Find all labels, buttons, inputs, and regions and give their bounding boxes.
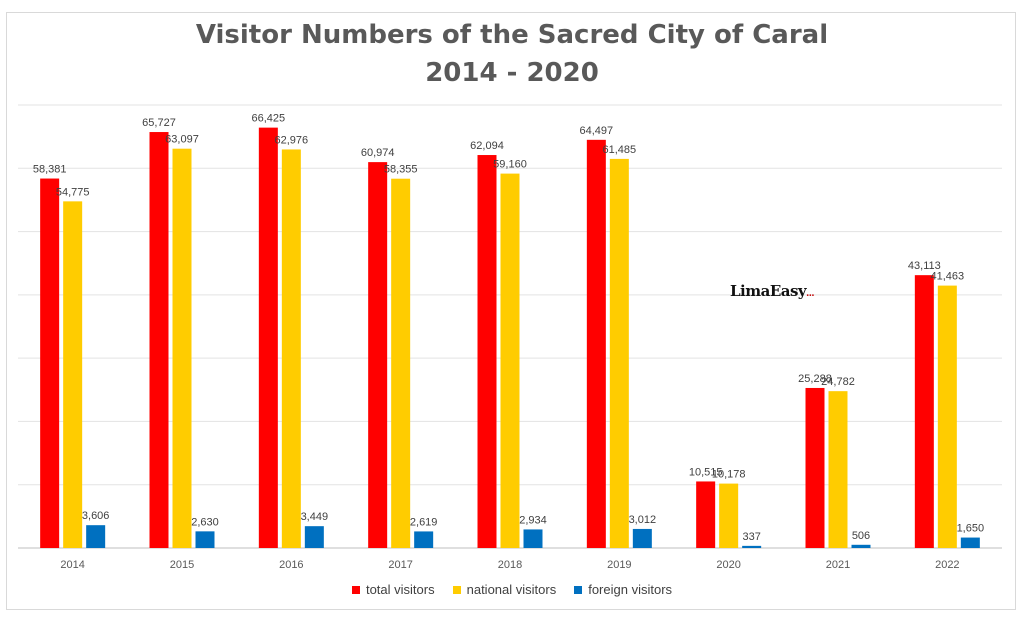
legend-swatch-national [452, 585, 461, 594]
data-label: 62,094 [470, 140, 504, 152]
data-label: 1,650 [957, 523, 985, 535]
bar [149, 132, 169, 548]
x-tick-label: 2021 [826, 559, 850, 571]
bar [960, 537, 980, 548]
legend-swatch-total [351, 585, 360, 594]
limaeasy-logo: LimaEasy... [730, 282, 815, 300]
data-label: 41,463 [931, 271, 965, 283]
chart-title: Visitor Numbers of the Sacred City of Ca… [195, 20, 829, 50]
x-tick-label: 2014 [60, 559, 84, 571]
data-label: 63,097 [165, 134, 199, 146]
data-label: 54,775 [56, 186, 90, 198]
bar [632, 528, 652, 548]
x-tick-label: 2022 [935, 559, 959, 571]
data-label: 62,976 [275, 134, 309, 146]
x-tick-label: 2019 [607, 559, 631, 571]
legend-item-total: total visitors [351, 582, 435, 597]
data-label: 58,355 [384, 164, 418, 176]
bar [391, 178, 411, 548]
data-label: 60,974 [361, 147, 395, 159]
data-label: 3,449 [301, 511, 329, 523]
legend-item-foreign: foreign visitors [574, 582, 672, 597]
data-label: 506 [852, 530, 870, 542]
bar [696, 481, 716, 548]
x-tick-label: 2016 [279, 559, 303, 571]
x-tick-label: 2020 [716, 559, 740, 571]
bar [523, 529, 543, 548]
legend-label-foreign: foreign visitors [588, 582, 673, 597]
bar [742, 545, 762, 548]
bar [477, 155, 497, 548]
x-tick-label: 2017 [388, 559, 412, 571]
x-tick-label: 2018 [498, 559, 522, 571]
bar [937, 285, 957, 548]
data-label: 3,012 [629, 514, 657, 526]
logo-dots: ... [806, 289, 815, 299]
bar [368, 162, 388, 548]
logo-text: LimaEasy [730, 282, 807, 300]
x-tick-label: 2015 [170, 559, 194, 571]
bar [851, 544, 871, 548]
data-label: 3,606 [82, 510, 110, 522]
bar [609, 158, 629, 548]
data-label: 10,178 [712, 469, 746, 481]
data-label: 65,727 [142, 117, 176, 129]
data-label: 2,934 [519, 514, 547, 526]
bar [914, 275, 934, 548]
bar [805, 387, 825, 548]
bar [586, 139, 606, 549]
bar [281, 149, 301, 548]
legend-item-national: national visitors [452, 582, 557, 597]
bar [304, 526, 324, 548]
chart-subtitle: 2014 - 2020 [425, 58, 599, 88]
data-label: 337 [742, 531, 760, 543]
bar [63, 201, 83, 549]
bar [828, 391, 848, 548]
data-label: 59,160 [493, 159, 527, 171]
bar [258, 127, 278, 549]
data-label: 64,497 [580, 125, 614, 137]
data-label: 66,425 [252, 113, 286, 125]
bar [414, 531, 434, 548]
legend-swatch-foreign [574, 585, 583, 594]
bar [195, 531, 215, 548]
bar [86, 525, 106, 548]
legend-label-total: total visitors [365, 582, 435, 597]
data-label: 24,782 [821, 376, 855, 388]
data-label: 2,630 [191, 516, 219, 528]
data-label: 58,381 [33, 164, 67, 176]
data-label: 10,515 [689, 466, 723, 478]
data-label: 43,113 [908, 260, 941, 272]
bar [172, 148, 192, 548]
chart-legend: total visitors national visitors foreign… [0, 582, 1024, 597]
data-label: 2,619 [410, 516, 438, 528]
legend-label-national: national visitors [466, 582, 557, 597]
data-label: 61,485 [603, 144, 637, 156]
bar [500, 173, 520, 548]
data-label: 25,288 [798, 373, 832, 385]
bar [719, 483, 739, 548]
bar [40, 178, 60, 548]
